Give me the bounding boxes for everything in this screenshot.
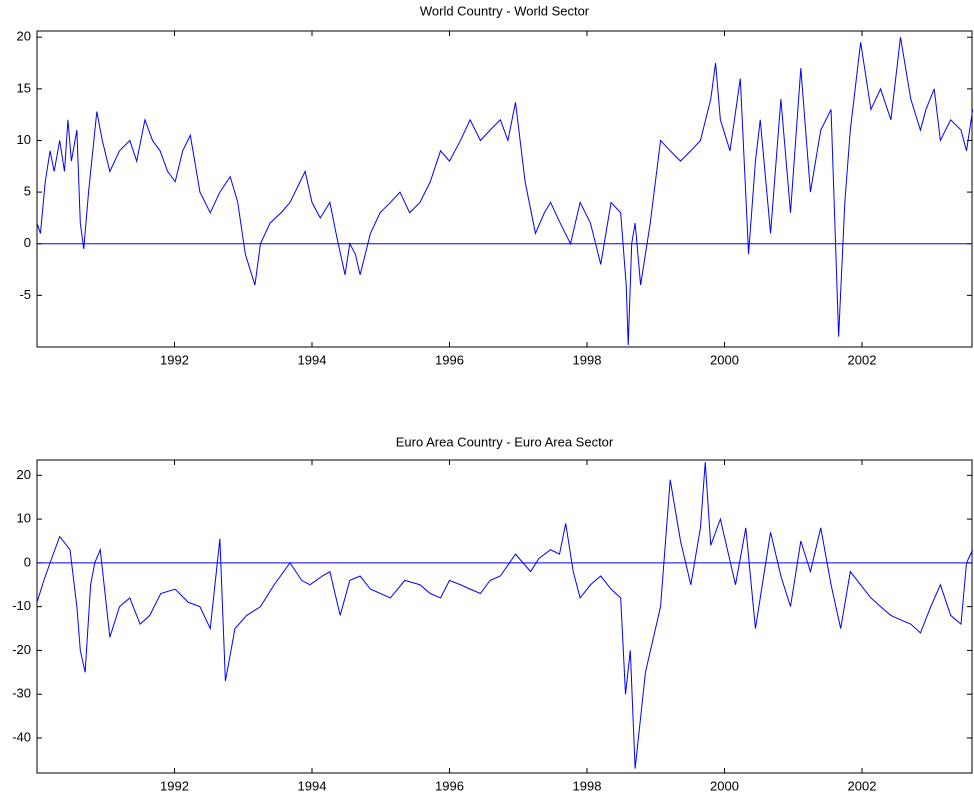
data-line <box>36 462 974 769</box>
x-tick-label: 1996 <box>435 352 464 367</box>
x-tick-label: 1994 <box>298 778 327 793</box>
x-tick-label: 1992 <box>160 352 189 367</box>
x-tick-label: 2002 <box>848 352 877 367</box>
x-tick-label: 1992 <box>160 778 189 793</box>
x-tick-label: 1994 <box>298 352 327 367</box>
y-tick-label: 15 <box>17 80 31 95</box>
y-tick-label: -30 <box>12 686 31 701</box>
x-tick-label: 2000 <box>710 778 739 793</box>
y-tick-label: -5 <box>19 287 31 302</box>
plot-frame <box>36 459 973 774</box>
x-tick-label: 2002 <box>848 778 877 793</box>
data-line <box>36 37 974 345</box>
plot-frame <box>36 30 973 348</box>
x-tick-label: 1998 <box>573 352 602 367</box>
y-tick-label: 5 <box>24 184 31 199</box>
y-tick-label: 10 <box>17 511 31 526</box>
y-tick-label: 10 <box>17 132 31 147</box>
x-tick-label: 1996 <box>435 778 464 793</box>
y-tick-label: 0 <box>24 235 31 250</box>
y-tick-label: -40 <box>12 729 31 744</box>
chart-title: World Country - World Sector <box>420 3 590 18</box>
y-tick-label: 0 <box>24 554 31 569</box>
x-tick-label: 2000 <box>710 352 739 367</box>
y-tick-label: 20 <box>17 29 31 44</box>
y-tick-label: -10 <box>12 598 31 613</box>
x-tick-label: 1998 <box>573 778 602 793</box>
chart-title: Euro Area Country - Euro Area Sector <box>396 434 614 449</box>
y-tick-label: 20 <box>17 467 31 482</box>
y-tick-label: -20 <box>12 642 31 657</box>
